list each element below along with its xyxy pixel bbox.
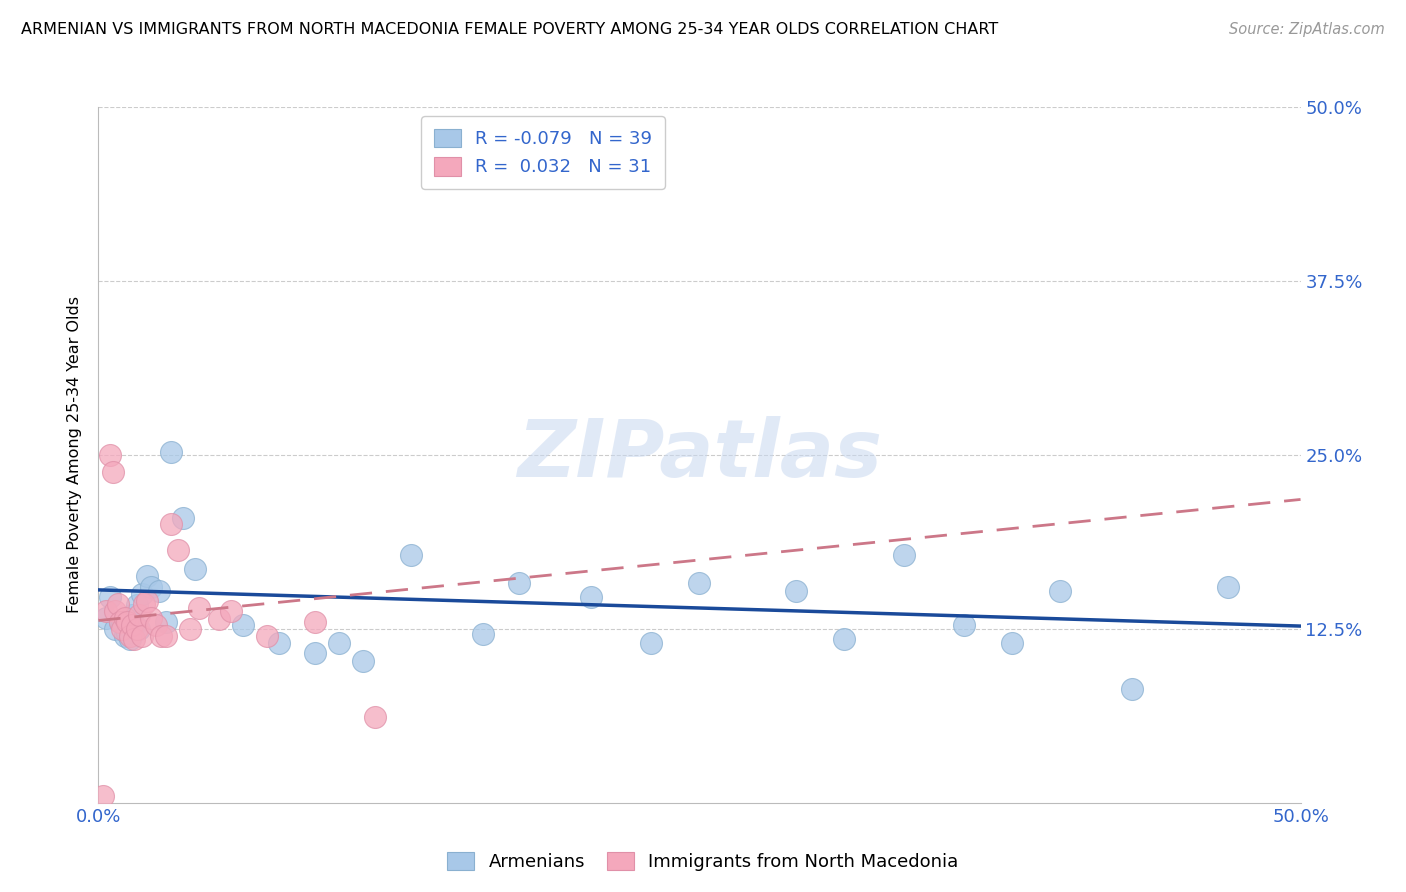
Point [118, 629, 141, 643]
Legend: Armenians, Immigrants from North Macedonia: Armenians, Immigrants from North Macedon… [440, 845, 966, 879]
Point [267, 636, 290, 650]
Point [131, 587, 153, 601]
Point [118, 632, 141, 646]
Point [108, 615, 131, 629]
Point [132, 597, 155, 611]
Point [100, 448, 122, 462]
Point [107, 597, 129, 611]
Point [125, 598, 148, 612]
Point [832, 632, 855, 646]
Point [117, 626, 139, 640]
Point [128, 622, 150, 636]
Point [100, 590, 122, 604]
Point [141, 580, 163, 594]
Point [179, 622, 201, 636]
Point [219, 604, 242, 618]
Point [304, 646, 326, 660]
Point [352, 654, 374, 668]
Y-axis label: Female Poverty Among 25-34 Year Olds: Female Poverty Among 25-34 Year Olds [67, 296, 83, 614]
Point [121, 617, 143, 632]
Point [128, 607, 150, 622]
Point [124, 632, 146, 646]
Point [159, 445, 181, 459]
Point [893, 548, 915, 562]
Point [131, 629, 153, 643]
Point [953, 617, 976, 632]
Point [640, 636, 662, 650]
Point [232, 617, 254, 632]
Point [124, 617, 146, 632]
Point [149, 629, 172, 643]
Text: ARMENIAN VS IMMIGRANTS FROM NORTH MACEDONIA FEMALE POVERTY AMONG 25-34 YEAR OLDS: ARMENIAN VS IMMIGRANTS FROM NORTH MACEDO… [21, 22, 998, 37]
Point [1049, 584, 1071, 599]
Point [166, 542, 188, 557]
Point [172, 510, 194, 524]
Point [1001, 636, 1024, 650]
Point [689, 576, 711, 591]
Point [94, 611, 117, 625]
Point [188, 601, 211, 615]
Point [141, 611, 163, 625]
Point [125, 622, 148, 636]
Point [114, 611, 136, 625]
Point [111, 615, 134, 629]
Point [155, 615, 177, 629]
Point [94, 604, 117, 618]
Point [135, 569, 157, 583]
Point [472, 627, 495, 641]
Point [148, 584, 170, 599]
Point [101, 465, 124, 479]
Point [508, 576, 530, 591]
Point [91, 789, 114, 803]
Point [114, 629, 136, 643]
Point [1121, 681, 1143, 696]
Point [117, 615, 139, 629]
Point [304, 615, 326, 629]
Point [256, 629, 278, 643]
Point [121, 607, 143, 622]
Point [328, 636, 350, 650]
Point [581, 590, 603, 604]
Point [1218, 580, 1240, 594]
Point [145, 617, 167, 632]
Point [104, 604, 127, 618]
Legend: R = -0.079   N = 39, R =  0.032   N = 31: R = -0.079 N = 39, R = 0.032 N = 31 [422, 116, 665, 189]
Point [785, 584, 807, 599]
Point [155, 629, 177, 643]
Point [399, 548, 422, 562]
Point [183, 562, 205, 576]
Point [208, 612, 231, 626]
Text: Source: ZipAtlas.com: Source: ZipAtlas.com [1229, 22, 1385, 37]
Point [108, 615, 131, 629]
Text: ZIPatlas: ZIPatlas [517, 416, 882, 494]
Point [104, 622, 127, 636]
Point [159, 517, 181, 532]
Point [364, 709, 387, 723]
Point [135, 594, 157, 608]
Point [111, 622, 134, 636]
